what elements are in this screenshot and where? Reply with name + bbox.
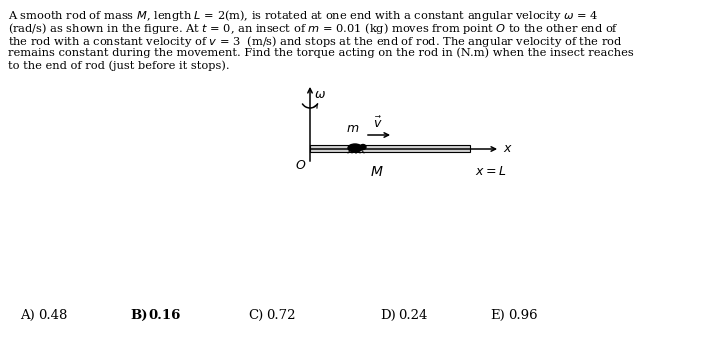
Text: (rad/s) as shown in the figure. At $t$ = 0, an insect of $m$ = 0.01 (kg) moves f: (rad/s) as shown in the figure. At $t$ =… [8,21,619,36]
Text: remains constant during the movement. Find the torque acting on the rod in (N.m): remains constant during the movement. Fi… [8,47,634,58]
Text: $x$: $x$ [503,142,513,155]
Text: $x = L$: $x = L$ [475,165,506,178]
Text: E): E) [490,309,505,322]
Text: B): B) [130,309,148,322]
Text: $m$: $m$ [346,122,360,135]
Ellipse shape [348,144,362,152]
Text: the rod with a constant velocity of $v$ = 3  (m/s) and stops at the end of rod. : the rod with a constant velocity of $v$ … [8,34,622,50]
Text: A smooth rod of mass $M$, length $L$ = 2(m), is rotated at one end with a consta: A smooth rod of mass $M$, length $L$ = 2… [8,8,599,23]
Text: A): A) [20,309,34,322]
Text: $\omega$: $\omega$ [314,88,326,101]
Text: 0.72: 0.72 [266,309,295,322]
Text: $M$: $M$ [371,165,384,179]
Text: C): C) [248,309,263,322]
Text: 0.16: 0.16 [148,309,181,322]
Text: to the end of rod (just before it stops).: to the end of rod (just before it stops)… [8,61,229,71]
Ellipse shape [360,144,366,150]
Bar [310,145,470,152]
Text: $\vec{v}$: $\vec{v}$ [374,116,383,131]
Text: $O$: $O$ [295,159,306,172]
Text: 0.48: 0.48 [38,309,67,322]
Text: 0.24: 0.24 [398,309,427,322]
Text: 0.96: 0.96 [508,309,538,322]
Text: D): D) [380,309,396,322]
